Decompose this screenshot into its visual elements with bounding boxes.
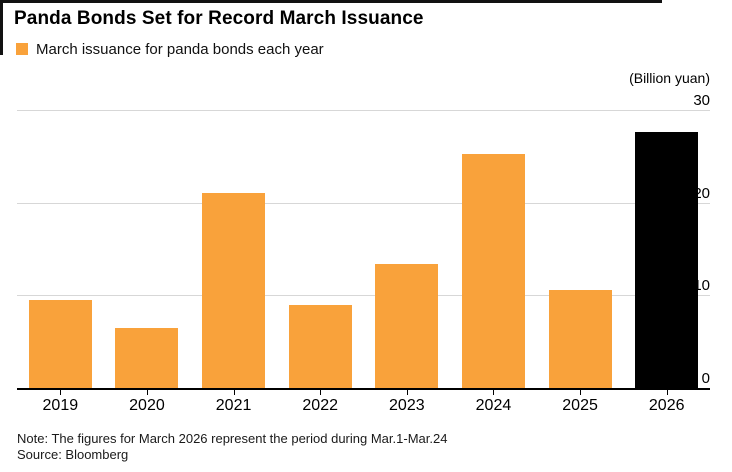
x-tick-label-2021: 2021 — [215, 397, 252, 414]
x-tick-2019 — [60, 390, 62, 395]
legend-swatch-icon — [16, 43, 28, 55]
x-tick-label-2023: 2023 — [389, 397, 425, 414]
x-tick-2021 — [233, 390, 235, 395]
plot-area: 0 10 20 30 — [17, 93, 710, 388]
gridline-30 — [17, 110, 710, 111]
legend: March issuance for panda bonds each year — [16, 40, 324, 58]
x-axis-line — [17, 388, 710, 390]
legend-label: March issuance for panda bonds each year — [36, 40, 324, 58]
y-tick-label-0: 0 — [701, 370, 710, 387]
x-tick-label-2020: 2020 — [129, 397, 165, 414]
x-tick-label-2024: 2024 — [475, 397, 512, 414]
source-line: Source: Bloomberg — [17, 447, 129, 462]
bar-2019 — [28, 299, 92, 388]
bar-2026 — [635, 132, 699, 388]
x-tick-label-2019: 2019 — [42, 397, 79, 414]
bar-2025 — [548, 289, 612, 388]
x-tick-2025 — [580, 390, 582, 395]
x-tick-label-2022: 2022 — [302, 397, 338, 414]
bar-2020 — [115, 327, 179, 388]
x-tick-label-2025: 2025 — [562, 397, 598, 414]
bar-2024 — [461, 154, 525, 388]
gridline-20 — [17, 202, 710, 204]
x-tick-2026 — [666, 390, 668, 395]
bar-2022 — [288, 304, 352, 388]
y-axis-unit-label: (Billion yuan) — [629, 70, 710, 86]
bar-2023 — [375, 263, 439, 388]
x-tick-2020 — [146, 390, 148, 395]
bar-2021 — [202, 193, 266, 388]
x-tick-2022 — [320, 390, 322, 395]
x-tick-2023 — [406, 390, 408, 395]
x-tick-2024 — [493, 390, 495, 395]
y-tick-label-30: 30 — [693, 92, 710, 109]
x-tick-label-2026: 2026 — [648, 397, 685, 414]
window-edge-artifact — [0, 0, 3, 55]
window-edge-artifact — [0, 0, 662, 3]
gridline-10 — [17, 295, 710, 297]
footnote: Note: The figures for March 2026 represe… — [17, 431, 448, 446]
chart-title: Panda Bonds Set for Record March Issuanc… — [14, 8, 424, 29]
